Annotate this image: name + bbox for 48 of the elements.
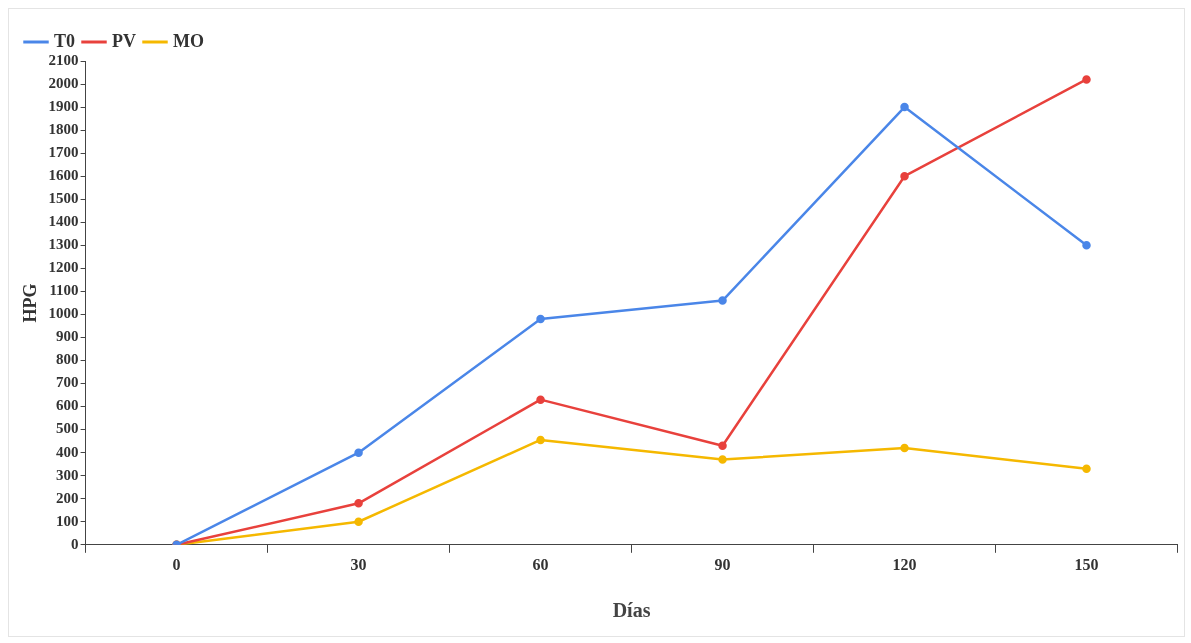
x-axis-title: Días [612,599,651,622]
x-tick-label: 150 [1074,555,1099,573]
y-tick-label: 400 [56,443,79,460]
x-tick-label: 60 [532,555,549,573]
y-tick-label: 1900 [48,97,79,114]
x-tick-label: 120 [892,555,917,573]
point [1082,241,1091,250]
legend-label: MO [173,30,204,51]
y-tick-label: 1000 [48,305,79,322]
y-tick-label: 100 [56,512,79,529]
y-tick-label: 800 [56,351,79,368]
point [354,517,363,527]
y-tick-label: 1300 [48,236,79,253]
y-tick-label: 1500 [48,190,79,207]
y-tick-label: 500 [56,420,79,437]
y-axis-title: HPG [20,283,41,323]
y-tick-label: 1400 [48,213,79,230]
x-tick-label: 30 [350,555,367,573]
point [354,448,363,457]
legend-label: PV [112,30,137,51]
point [536,314,545,324]
legend-label: T0 [54,30,76,51]
y-tick-label: 1700 [48,144,79,161]
y-tick-label: 900 [56,328,79,345]
point [1082,464,1091,474]
y-tick-label: 1100 [49,282,79,299]
point [536,435,545,445]
y-tick-label: 1800 [48,120,79,137]
point [900,443,909,453]
point [354,499,363,508]
point [1082,75,1091,84]
point [718,441,727,450]
y-tick-label: 700 [56,374,79,391]
x-tick-label: 90 [714,555,731,573]
point [718,455,727,464]
y-tick-label: 2100 [48,51,79,68]
point [718,296,727,305]
point [536,395,545,404]
y-tick-label: 200 [56,489,79,506]
y-tick-label: 300 [56,466,79,483]
y-tick-label: 1600 [48,167,79,184]
y-tick-label: 600 [56,397,79,414]
y-tick-label: 2000 [48,74,79,91]
point [900,171,909,181]
point [900,102,909,112]
x-tick-label: 0 [172,555,181,573]
y-tick-label: 1200 [48,259,79,276]
y-tick-label: 0 [71,535,79,552]
